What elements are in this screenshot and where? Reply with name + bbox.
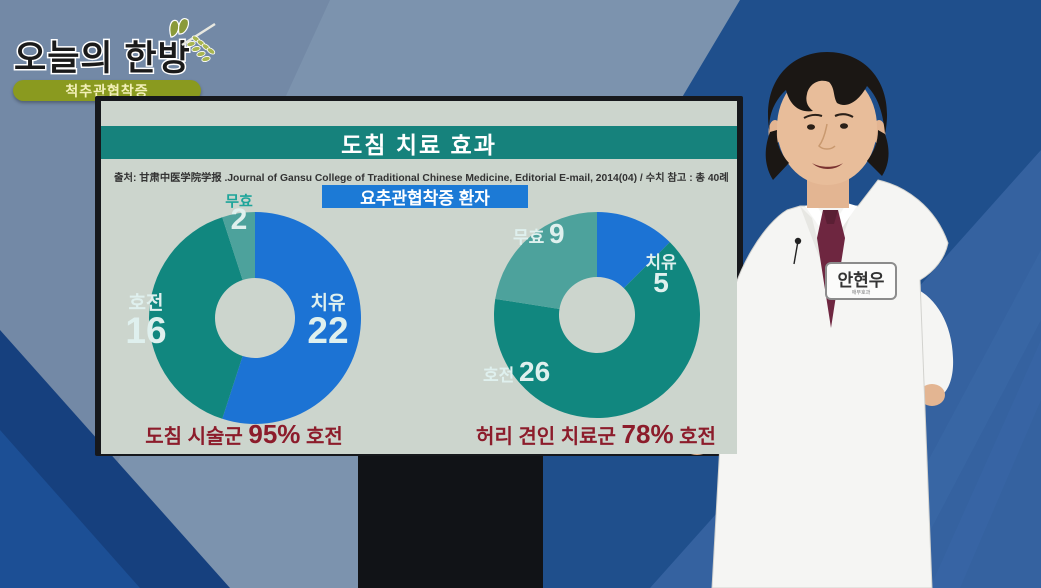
svg-text:애부호과: 애부호과 [852, 289, 871, 296]
svg-text:안현우: 안현우 [838, 271, 885, 290]
